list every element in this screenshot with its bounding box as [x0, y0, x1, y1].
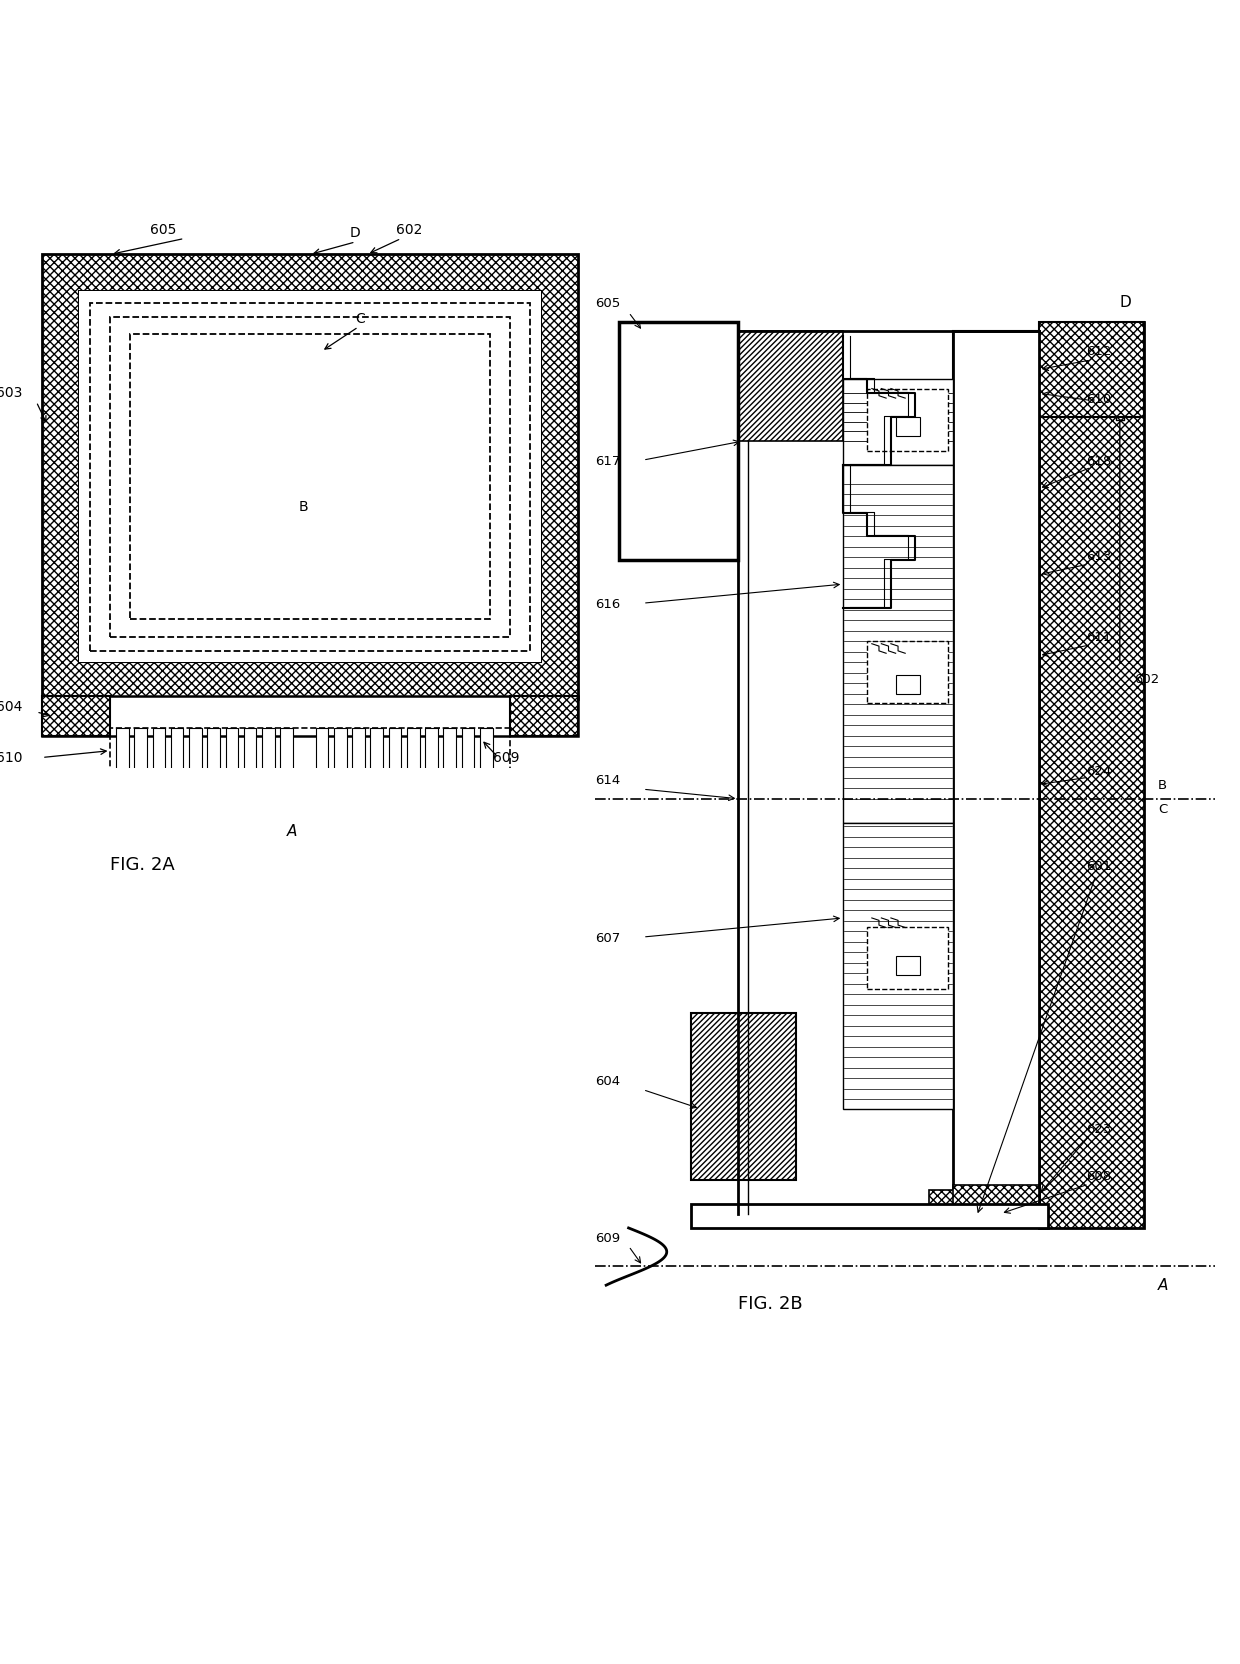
- Text: 602: 602: [396, 223, 422, 238]
- Text: 601: 601: [1086, 860, 1112, 874]
- Text: 605: 605: [150, 223, 176, 238]
- Text: B: B: [1158, 779, 1167, 792]
- Text: 612: 612: [1086, 344, 1112, 358]
- Bar: [42, 697, 110, 737]
- Bar: [171, 727, 184, 785]
- Bar: [134, 727, 146, 785]
- Bar: [110, 727, 510, 787]
- Bar: [444, 727, 456, 785]
- Text: FIG. 2B: FIG. 2B: [738, 1295, 804, 1313]
- Text: 603: 603: [0, 386, 22, 399]
- Bar: [691, 1013, 796, 1180]
- Bar: [352, 727, 365, 785]
- Bar: [91, 303, 529, 651]
- Bar: [480, 727, 492, 785]
- Bar: [843, 822, 952, 1108]
- Text: 608: 608: [1086, 1170, 1111, 1183]
- Text: 624: 624: [1086, 765, 1112, 777]
- Text: 616: 616: [595, 597, 620, 611]
- Bar: [262, 727, 274, 785]
- Text: 602: 602: [1135, 672, 1159, 686]
- Bar: [42, 255, 578, 699]
- Bar: [316, 727, 329, 785]
- Text: 607: 607: [595, 932, 620, 945]
- Text: 609: 609: [595, 1233, 620, 1245]
- Bar: [895, 418, 920, 436]
- Text: 614: 614: [595, 774, 620, 787]
- Text: 610: 610: [1086, 393, 1112, 406]
- Bar: [691, 1205, 1048, 1228]
- Bar: [895, 957, 920, 975]
- Bar: [42, 697, 578, 737]
- Bar: [79, 291, 541, 662]
- Bar: [110, 318, 510, 637]
- Bar: [226, 727, 238, 785]
- Bar: [207, 727, 219, 785]
- Bar: [117, 727, 129, 785]
- Text: 617: 617: [595, 454, 620, 468]
- Bar: [738, 331, 843, 441]
- Bar: [371, 727, 383, 785]
- Bar: [952, 331, 1039, 1213]
- Bar: [952, 1185, 1039, 1228]
- Bar: [929, 1190, 1001, 1228]
- Text: 618: 618: [1086, 454, 1112, 468]
- Text: 623: 623: [1086, 1123, 1112, 1135]
- Text: B: B: [299, 501, 309, 514]
- Bar: [867, 389, 949, 451]
- Text: 609: 609: [492, 750, 520, 765]
- Bar: [1039, 321, 1143, 1228]
- Text: 605: 605: [595, 298, 620, 311]
- Text: D: D: [1120, 296, 1132, 311]
- Bar: [244, 727, 257, 785]
- Bar: [188, 727, 202, 785]
- Bar: [619, 321, 738, 561]
- Bar: [280, 727, 293, 785]
- Bar: [843, 379, 952, 464]
- Bar: [867, 641, 949, 704]
- Bar: [334, 727, 346, 785]
- Bar: [388, 727, 402, 785]
- Bar: [510, 697, 578, 737]
- Text: 610: 610: [0, 750, 22, 765]
- Text: 604: 604: [595, 1075, 620, 1088]
- Bar: [425, 727, 438, 785]
- Bar: [79, 291, 541, 662]
- Bar: [895, 674, 920, 694]
- Bar: [461, 727, 474, 785]
- Text: A: A: [288, 824, 298, 839]
- Text: 611: 611: [1086, 631, 1112, 644]
- Text: D: D: [350, 226, 361, 240]
- Text: C: C: [356, 311, 366, 326]
- Text: A: A: [1158, 1278, 1168, 1293]
- Text: C: C: [1158, 804, 1167, 815]
- Bar: [1039, 321, 1143, 418]
- Text: 604: 604: [0, 701, 22, 714]
- Bar: [952, 331, 1039, 418]
- Bar: [153, 727, 165, 785]
- Text: 613: 613: [1086, 551, 1112, 562]
- Bar: [867, 927, 949, 990]
- Text: FIG. 2A: FIG. 2A: [110, 857, 175, 874]
- Bar: [407, 727, 419, 785]
- Bar: [843, 464, 952, 822]
- Bar: [130, 334, 490, 619]
